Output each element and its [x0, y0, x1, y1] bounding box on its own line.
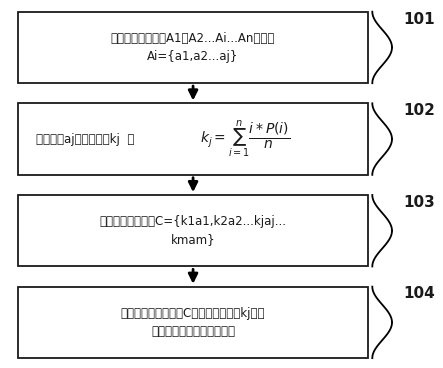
Text: 获取历史购物信息A1、A2...Ai...An，其中: 获取历史购物信息A1、A2...Ai...An，其中	[111, 32, 275, 45]
FancyBboxPatch shape	[18, 103, 368, 175]
Text: 103: 103	[403, 195, 435, 210]
Text: 将所述购物汇总信息C内的每个元素按kj的大: 将所述购物汇总信息C内的每个元素按kj的大	[121, 307, 265, 320]
Text: kmam}: kmam}	[171, 233, 215, 246]
Text: 102: 102	[403, 103, 435, 118]
Text: 101: 101	[403, 11, 435, 26]
Text: 104: 104	[403, 286, 435, 301]
Text: $k_j = \sum_{i=1}^{n} \dfrac{i* P(i)}{n}$: $k_j = \sum_{i=1}^{n} \dfrac{i* P(i)}{n}…	[200, 118, 290, 160]
Text: 计算食材aj的推荐系数kj  ，: 计算食材aj的推荐系数kj ，	[36, 132, 134, 146]
Text: 小排序，生成食材推荐清单: 小排序，生成食材推荐清单	[151, 325, 235, 338]
FancyBboxPatch shape	[18, 287, 368, 358]
FancyBboxPatch shape	[18, 195, 368, 266]
FancyBboxPatch shape	[18, 12, 368, 83]
Text: 生成购物汇总信息C={k1a1,k2a2...kjaj...: 生成购物汇总信息C={k1a1,k2a2...kjaj...	[100, 215, 287, 229]
Text: Ai={a1,a2...aj}: Ai={a1,a2...aj}	[148, 50, 239, 63]
